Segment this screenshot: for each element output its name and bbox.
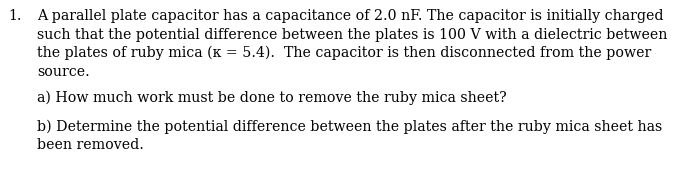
Text: been removed.: been removed. <box>37 138 144 152</box>
Text: 1.: 1. <box>8 9 22 23</box>
Text: such that the potential difference between the plates is 100 V with a dielectric: such that the potential difference betwe… <box>37 28 667 42</box>
Text: A parallel plate capacitor has a capacitance of 2.0 nF. The capacitor is initial: A parallel plate capacitor has a capacit… <box>37 9 664 23</box>
Text: the plates of ruby mica (κ = 5.4).  The capacitor is then disconnected from the : the plates of ruby mica (κ = 5.4). The c… <box>37 46 651 60</box>
Text: a) How much work must be done to remove the ruby mica sheet?: a) How much work must be done to remove … <box>37 91 507 105</box>
Text: source.: source. <box>37 64 90 79</box>
Text: b) Determine the potential difference between the plates after the ruby mica she: b) Determine the potential difference be… <box>37 120 662 134</box>
